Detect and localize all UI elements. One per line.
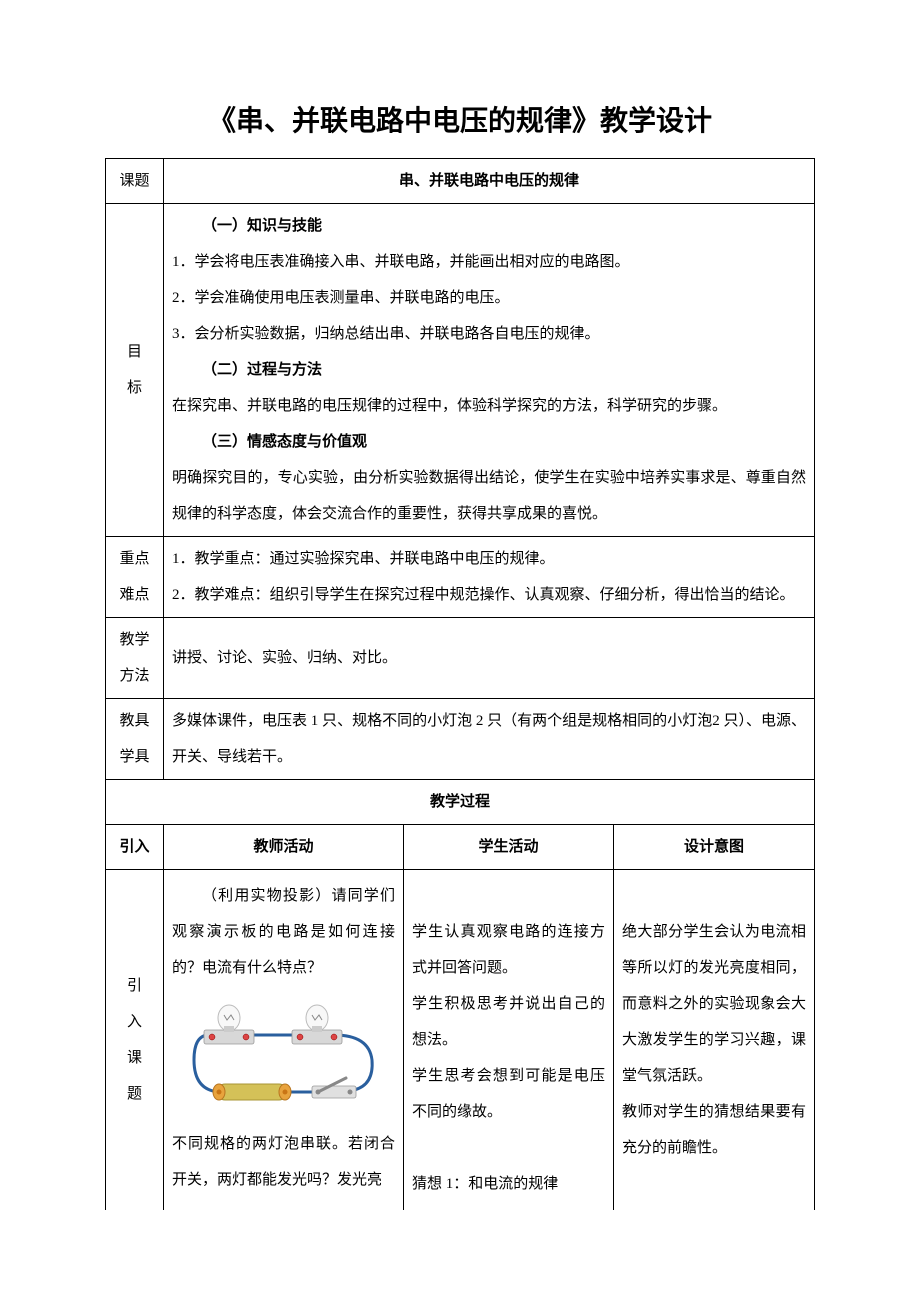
methods-label-2: 方法: [114, 658, 155, 694]
design-p2: 教师对学生的猜想结果要有充分的前瞻性。: [622, 1094, 806, 1166]
section1-item2: 2．学会准确使用电压表测量串、并联电路的电压。: [172, 280, 806, 316]
col-header-1: 引入: [106, 825, 164, 870]
student-p4: 猜想 1：和电流的规律: [412, 1166, 605, 1202]
tools-label-1: 教具: [114, 703, 155, 739]
methods-value: 讲授、讨论、实验、归纳、对比。: [164, 618, 815, 699]
design-intent: 绝大部分学生会认为电流相等所以灯的发光亮度相同，而意料之外的实验现象会大大激发学…: [614, 870, 815, 1211]
col-header-3: 学生活动: [404, 825, 614, 870]
teacher-activity: （利用实物投影）请同学们观察演示板的电路是如何连接的？电流有什么特点？: [164, 870, 404, 1211]
intro-label-1: 引: [114, 968, 155, 1004]
keypoints-label: 重点 难点: [106, 537, 164, 618]
section2-header: （二）过程与方法: [172, 352, 806, 388]
section1-item3: 3．会分析实验数据，归纳总结出串、并联电路各自电压的规律。: [172, 316, 806, 352]
section1-item1: 1．学会将电压表准确接入串、并联电路，并能画出相对应的电路图。: [172, 244, 806, 280]
student-p1: 学生认真观察电路的连接方式并回答问题。: [412, 914, 605, 986]
keypoints-label-2: 难点: [114, 577, 155, 613]
col-header-4: 设计意图: [614, 825, 815, 870]
keypoints-content: 1．教学重点：通过实验探究串、并联电路中电压的规律。 2．教学难点：组织引导学生…: [164, 537, 815, 618]
intro-label-2: 入: [114, 1004, 155, 1040]
teacher-p1: （利用实物投影）请同学们观察演示板的电路是如何连接的？电流有什么特点？: [172, 878, 395, 986]
intro-label-3: 课: [114, 1040, 155, 1076]
topic-value: 串、并联电路中电压的规律: [164, 159, 815, 204]
keypoints-item2: 2．教学难点：组织引导学生在探究过程中规范操作、认真观察、仔细分析，得出恰当的结…: [172, 577, 806, 613]
section1-header: （一）知识与技能: [172, 208, 806, 244]
student-p2: 学生积极思考并说出自己的想法。: [412, 986, 605, 1058]
objectives-label-2: 标: [114, 370, 155, 406]
lesson-plan-table: 课题 串、并联电路中电压的规律 目 标 （一）知识与技能 1．学会将电压表准确接…: [105, 158, 815, 780]
tools-value: 多媒体课件，电压表 1 只、规格不同的小灯泡 2 只（有两个组是规格相同的小灯泡…: [164, 699, 815, 780]
methods-label-1: 教学: [114, 622, 155, 658]
section3-text: 明确探究目的，专心实验，由分析实验数据得出结论，使学生在实验中培养实事求是、尊重…: [172, 460, 806, 532]
page-title: 《串、并联电路中电压的规律》教学设计: [105, 100, 815, 142]
objectives-content: （一）知识与技能 1．学会将电压表准确接入串、并联电路，并能画出相对应的电路图。…: [164, 204, 815, 537]
keypoints-item1: 1．教学重点：通过实验探究串、并联电路中电压的规律。: [172, 541, 806, 577]
circuit-diagram-icon: [184, 990, 384, 1120]
process-header: 教学过程: [106, 780, 815, 825]
section2-text: 在探究串、并联电路的电压规律的过程中，体验科学探究的方法，科学研究的步骤。: [172, 388, 806, 424]
objectives-label: 目 标: [106, 204, 164, 537]
student-p3: 学生思考会想到可能是电压不同的缘故。: [412, 1058, 605, 1130]
process-table: 教学过程 引入 教师活动 学生活动 设计意图 引 入 课 题 （利用实物投影）请…: [105, 780, 815, 1210]
objectives-label-1: 目: [114, 334, 155, 370]
tools-label-2: 学具: [114, 739, 155, 775]
methods-label: 教学 方法: [106, 618, 164, 699]
topic-label: 课题: [106, 159, 164, 204]
tools-label: 教具 学具: [106, 699, 164, 780]
student-activity: 学生认真观察电路的连接方式并回答问题。 学生积极思考并说出自己的想法。 学生思考…: [404, 870, 614, 1211]
design-p1: 绝大部分学生会认为电流相等所以灯的发光亮度相同，而意料之外的实验现象会大大激发学…: [622, 914, 806, 1094]
section3-header: （三）情感态度与价值观: [172, 424, 806, 460]
teacher-p2: 不同规格的两灯泡串联。若闭合开关，两灯都能发光吗？发光亮: [172, 1126, 395, 1198]
intro-label: 引 入 课 题: [106, 870, 164, 1211]
col-header-2: 教师活动: [164, 825, 404, 870]
keypoints-label-1: 重点: [114, 541, 155, 577]
intro-label-4: 题: [114, 1076, 155, 1112]
